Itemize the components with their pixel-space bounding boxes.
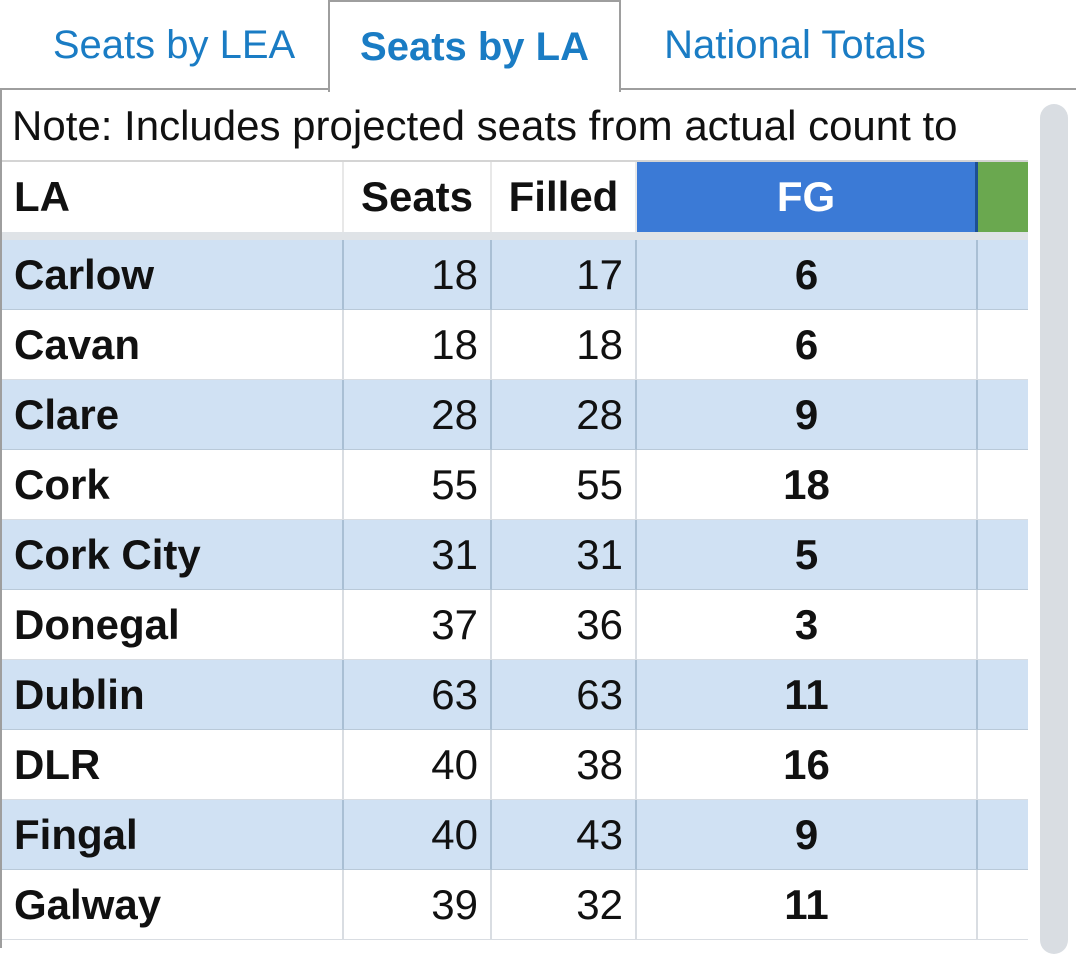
cell-next-party [978, 800, 1028, 870]
cell-seats: 37 [344, 590, 492, 660]
cell-la: Donegal [2, 590, 344, 660]
cell-next-party [978, 240, 1028, 310]
header-filled[interactable]: Filled [492, 162, 637, 232]
cell-fg: 11 [637, 870, 978, 940]
cell-filled: 31 [492, 520, 637, 590]
cell-next-party [978, 310, 1028, 380]
tab-bar: Seats by LEA Seats by LA National Totals [0, 0, 1076, 92]
cell-next-party [978, 660, 1028, 730]
cell-fg: 16 [637, 730, 978, 800]
cell-la: Cork City [2, 520, 344, 590]
cell-fg: 11 [637, 660, 978, 730]
table-row: Clare 28 28 9 [2, 380, 1028, 450]
table-header-row: LA Seats Filled FG [2, 162, 1028, 240]
cell-filled: 17 [492, 240, 637, 310]
cell-filled: 36 [492, 590, 637, 660]
cell-filled: 55 [492, 450, 637, 520]
cell-fg: 6 [637, 310, 978, 380]
tab-seats-by-lea[interactable]: Seats by LEA [52, 22, 296, 67]
cell-la: Galway [2, 870, 344, 940]
cell-la: DLR [2, 730, 344, 800]
cell-seats: 18 [344, 310, 492, 380]
table-row: Carlow 18 17 6 [2, 240, 1028, 310]
results-table: LA Seats Filled FG Carlow 18 17 6 Cavan 18 18 6… [2, 162, 1028, 940]
cell-filled: 63 [492, 660, 637, 730]
cell-seats: 39 [344, 870, 492, 940]
cell-fg: 5 [637, 520, 978, 590]
table-row: DLR 40 38 16 [2, 730, 1028, 800]
table-panel: Note: Includes projected seats from actu… [0, 90, 1076, 954]
cell-seats: 31 [344, 520, 492, 590]
cell-fg: 9 [637, 800, 978, 870]
cell-la: Cavan [2, 310, 344, 380]
cell-seats: 18 [344, 240, 492, 310]
header-fg[interactable]: FG [637, 162, 978, 232]
cell-next-party [978, 730, 1028, 800]
cell-fg: 3 [637, 590, 978, 660]
table-row: Fingal 40 43 9 [2, 800, 1028, 870]
cell-filled: 43 [492, 800, 637, 870]
header-la[interactable]: LA [2, 162, 344, 232]
cell-next-party [978, 870, 1028, 940]
table-row: Cork City 31 31 5 [2, 520, 1028, 590]
vertical-scrollbar[interactable] [1040, 104, 1068, 954]
table-body: Carlow 18 17 6 Cavan 18 18 6 Clare 28 28 9 Cork 55 55 1… [2, 240, 1028, 940]
cell-fg: 18 [637, 450, 978, 520]
table-note: Note: Includes projected seats from actu… [2, 90, 1028, 162]
cell-next-party [978, 590, 1028, 660]
cell-fg: 6 [637, 240, 978, 310]
cell-seats: 63 [344, 660, 492, 730]
cell-next-party [978, 380, 1028, 450]
header-seats[interactable]: Seats [344, 162, 492, 232]
cell-la: Clare [2, 380, 344, 450]
table-row: Cork 55 55 18 [2, 450, 1028, 520]
cell-next-party [978, 520, 1028, 590]
cell-next-party [978, 450, 1028, 520]
tab-seats-by-la[interactable]: Seats by LA [328, 0, 621, 92]
table-row: Galway 39 32 11 [2, 870, 1028, 940]
cell-fg: 9 [637, 380, 978, 450]
cell-la: Dublin [2, 660, 344, 730]
cell-la: Cork [2, 450, 344, 520]
table-row: Cavan 18 18 6 [2, 310, 1028, 380]
cell-seats: 40 [344, 730, 492, 800]
cell-la: Carlow [2, 240, 344, 310]
cell-filled: 38 [492, 730, 637, 800]
cell-seats: 40 [344, 800, 492, 870]
cell-la: Fingal [2, 800, 344, 870]
cell-seats: 55 [344, 450, 492, 520]
table-row: Donegal 37 36 3 [2, 590, 1028, 660]
tab-national-totals[interactable]: National Totals [664, 22, 926, 67]
cell-filled: 18 [492, 310, 637, 380]
cell-seats: 28 [344, 380, 492, 450]
cell-filled: 32 [492, 870, 637, 940]
header-next-party[interactable] [978, 162, 1028, 232]
cell-filled: 28 [492, 380, 637, 450]
table-row: Dublin 63 63 11 [2, 660, 1028, 730]
